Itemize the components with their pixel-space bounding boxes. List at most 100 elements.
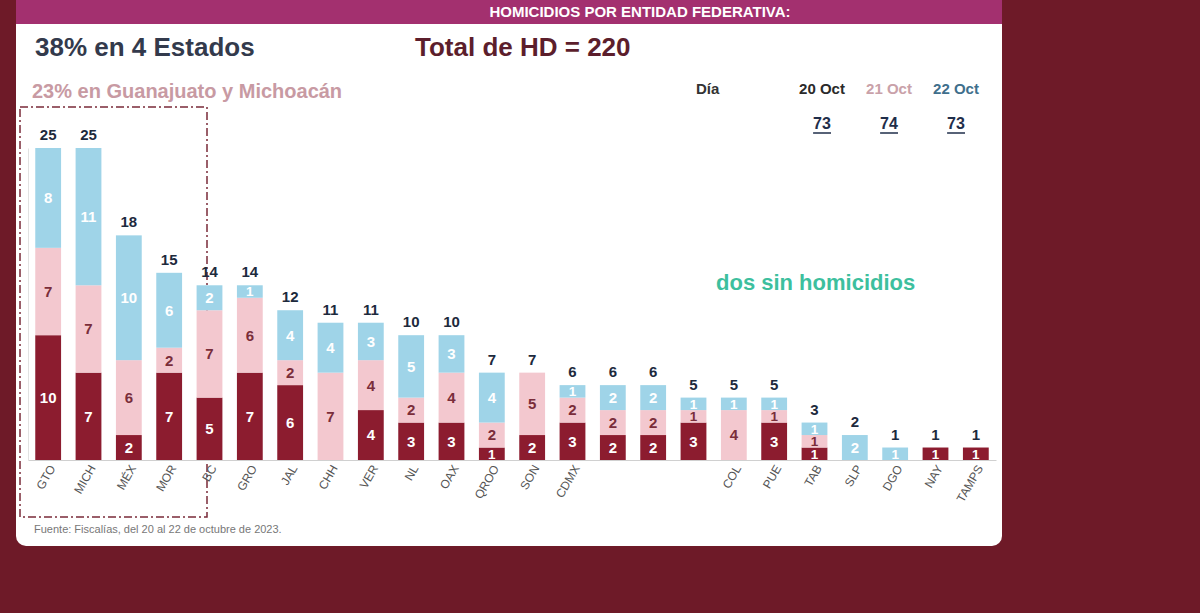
tick: MÉX	[113, 460, 139, 492]
total-label: 10	[403, 313, 420, 330]
data-label: 7	[326, 408, 334, 425]
bar-segment	[479, 373, 505, 423]
tick: MOR	[153, 460, 179, 494]
data-label: 7	[205, 345, 213, 362]
bar-segment	[439, 373, 465, 423]
data-label: 2	[649, 439, 657, 456]
bar-segment	[439, 423, 465, 460]
bar-segment	[842, 435, 868, 460]
bar-segment	[519, 373, 545, 435]
data-label: 2	[649, 414, 657, 431]
title: HOMICIDIOS POR ENTIDAD FEDERATIVA:	[489, 3, 790, 20]
data-label: 4	[488, 389, 497, 406]
data-label: 2	[609, 439, 617, 456]
bar-segment	[156, 348, 182, 373]
tick: QROO	[472, 460, 502, 501]
data-label: 2	[286, 364, 294, 381]
legend-entry: 21 Oct	[866, 80, 912, 97]
underline	[880, 132, 898, 134]
data-label: 6	[286, 414, 294, 431]
series-total: 73	[947, 115, 965, 132]
tick-label: DGO	[880, 463, 906, 494]
underline	[813, 132, 831, 134]
data-label: 2	[851, 439, 859, 456]
bar-segment	[600, 435, 626, 460]
subtitle: Total de HD = 220	[415, 32, 631, 62]
tick: OAX	[437, 460, 462, 492]
data-label: 1	[730, 397, 738, 412]
total-label: 25	[80, 126, 97, 143]
data-label: 7	[44, 283, 52, 300]
total-label: 6	[609, 363, 617, 380]
bar-segment	[277, 310, 303, 360]
bar-segment	[35, 335, 61, 460]
total-label: 14	[201, 263, 218, 280]
tick-label: CDMX	[553, 463, 583, 501]
data-label: 7	[246, 408, 254, 425]
data-label: 4	[730, 426, 739, 443]
tick-label: GTO	[33, 463, 58, 492]
data-label: 2	[488, 426, 496, 443]
tick: MICH	[71, 460, 98, 496]
data-label: 5	[528, 395, 536, 412]
bar-segment	[237, 298, 263, 373]
tick: GTO	[33, 460, 58, 492]
data-label: 1	[972, 447, 980, 462]
data-label: 3	[568, 433, 576, 450]
bar-segment	[519, 372, 545, 373]
bar-segment	[519, 435, 545, 460]
data-label: 2	[125, 439, 133, 456]
bar-segment	[156, 373, 182, 460]
bar-segment	[640, 410, 666, 435]
data-label: 1	[811, 422, 819, 437]
data-label: 11	[81, 208, 97, 225]
bar-segment	[358, 323, 384, 360]
total-label: 5	[730, 376, 738, 393]
bar-segment	[116, 360, 142, 435]
bar-segment	[358, 410, 384, 460]
series-total: 73	[813, 115, 831, 132]
data-label: 3	[689, 433, 697, 450]
data-label: 6	[246, 327, 254, 344]
tick-label: COL	[720, 462, 745, 491]
bar-segment	[197, 285, 223, 310]
bar-segment	[197, 310, 223, 397]
bar-segment	[439, 335, 465, 372]
annotation: dos sin homicidios	[716, 270, 915, 295]
bar-segment	[156, 273, 182, 348]
tick-label: OAX	[437, 463, 462, 492]
tick: SON	[517, 460, 542, 492]
data-label: 2	[649, 389, 657, 406]
bar-segment	[76, 285, 102, 372]
bar-segment	[116, 235, 142, 360]
tick-label: JAL	[278, 462, 301, 487]
tick-label: PUE	[760, 463, 784, 491]
data-labels: 1072757643312322331117762762742425222141…	[40, 126, 980, 462]
data-label: 2	[165, 352, 173, 369]
data-label: 5	[205, 420, 213, 437]
canvas: HOMICIDIOS POR ENTIDAD FEDERATIVA:38% en…	[0, 0, 1200, 613]
data-label: 2	[528, 439, 536, 456]
bar-segment	[76, 148, 102, 285]
total-label: 14	[241, 263, 258, 280]
title-band	[16, 0, 1002, 24]
tick: TAMPS	[954, 460, 986, 505]
data-label: 4	[447, 389, 456, 406]
total-label: 15	[161, 251, 178, 268]
data-label: 3	[407, 433, 415, 450]
y-axis	[28, 149, 29, 461]
bar-segment	[600, 410, 626, 435]
annotation: 23% en Guanajuato y Michoacán	[32, 80, 342, 102]
tick-label: NAY	[922, 463, 946, 491]
data-label: 3	[770, 433, 778, 450]
bar-segment	[398, 335, 424, 397]
tick-label: SLP	[842, 463, 865, 490]
tick: BC	[199, 460, 220, 484]
data-label: 3	[447, 345, 455, 362]
tick-label: BC	[199, 462, 220, 484]
data-label: 4	[367, 426, 376, 443]
bar-segment	[76, 373, 102, 460]
tick: SLP	[842, 460, 865, 489]
data-label: 1	[690, 397, 698, 412]
data-label: 2	[205, 289, 213, 306]
